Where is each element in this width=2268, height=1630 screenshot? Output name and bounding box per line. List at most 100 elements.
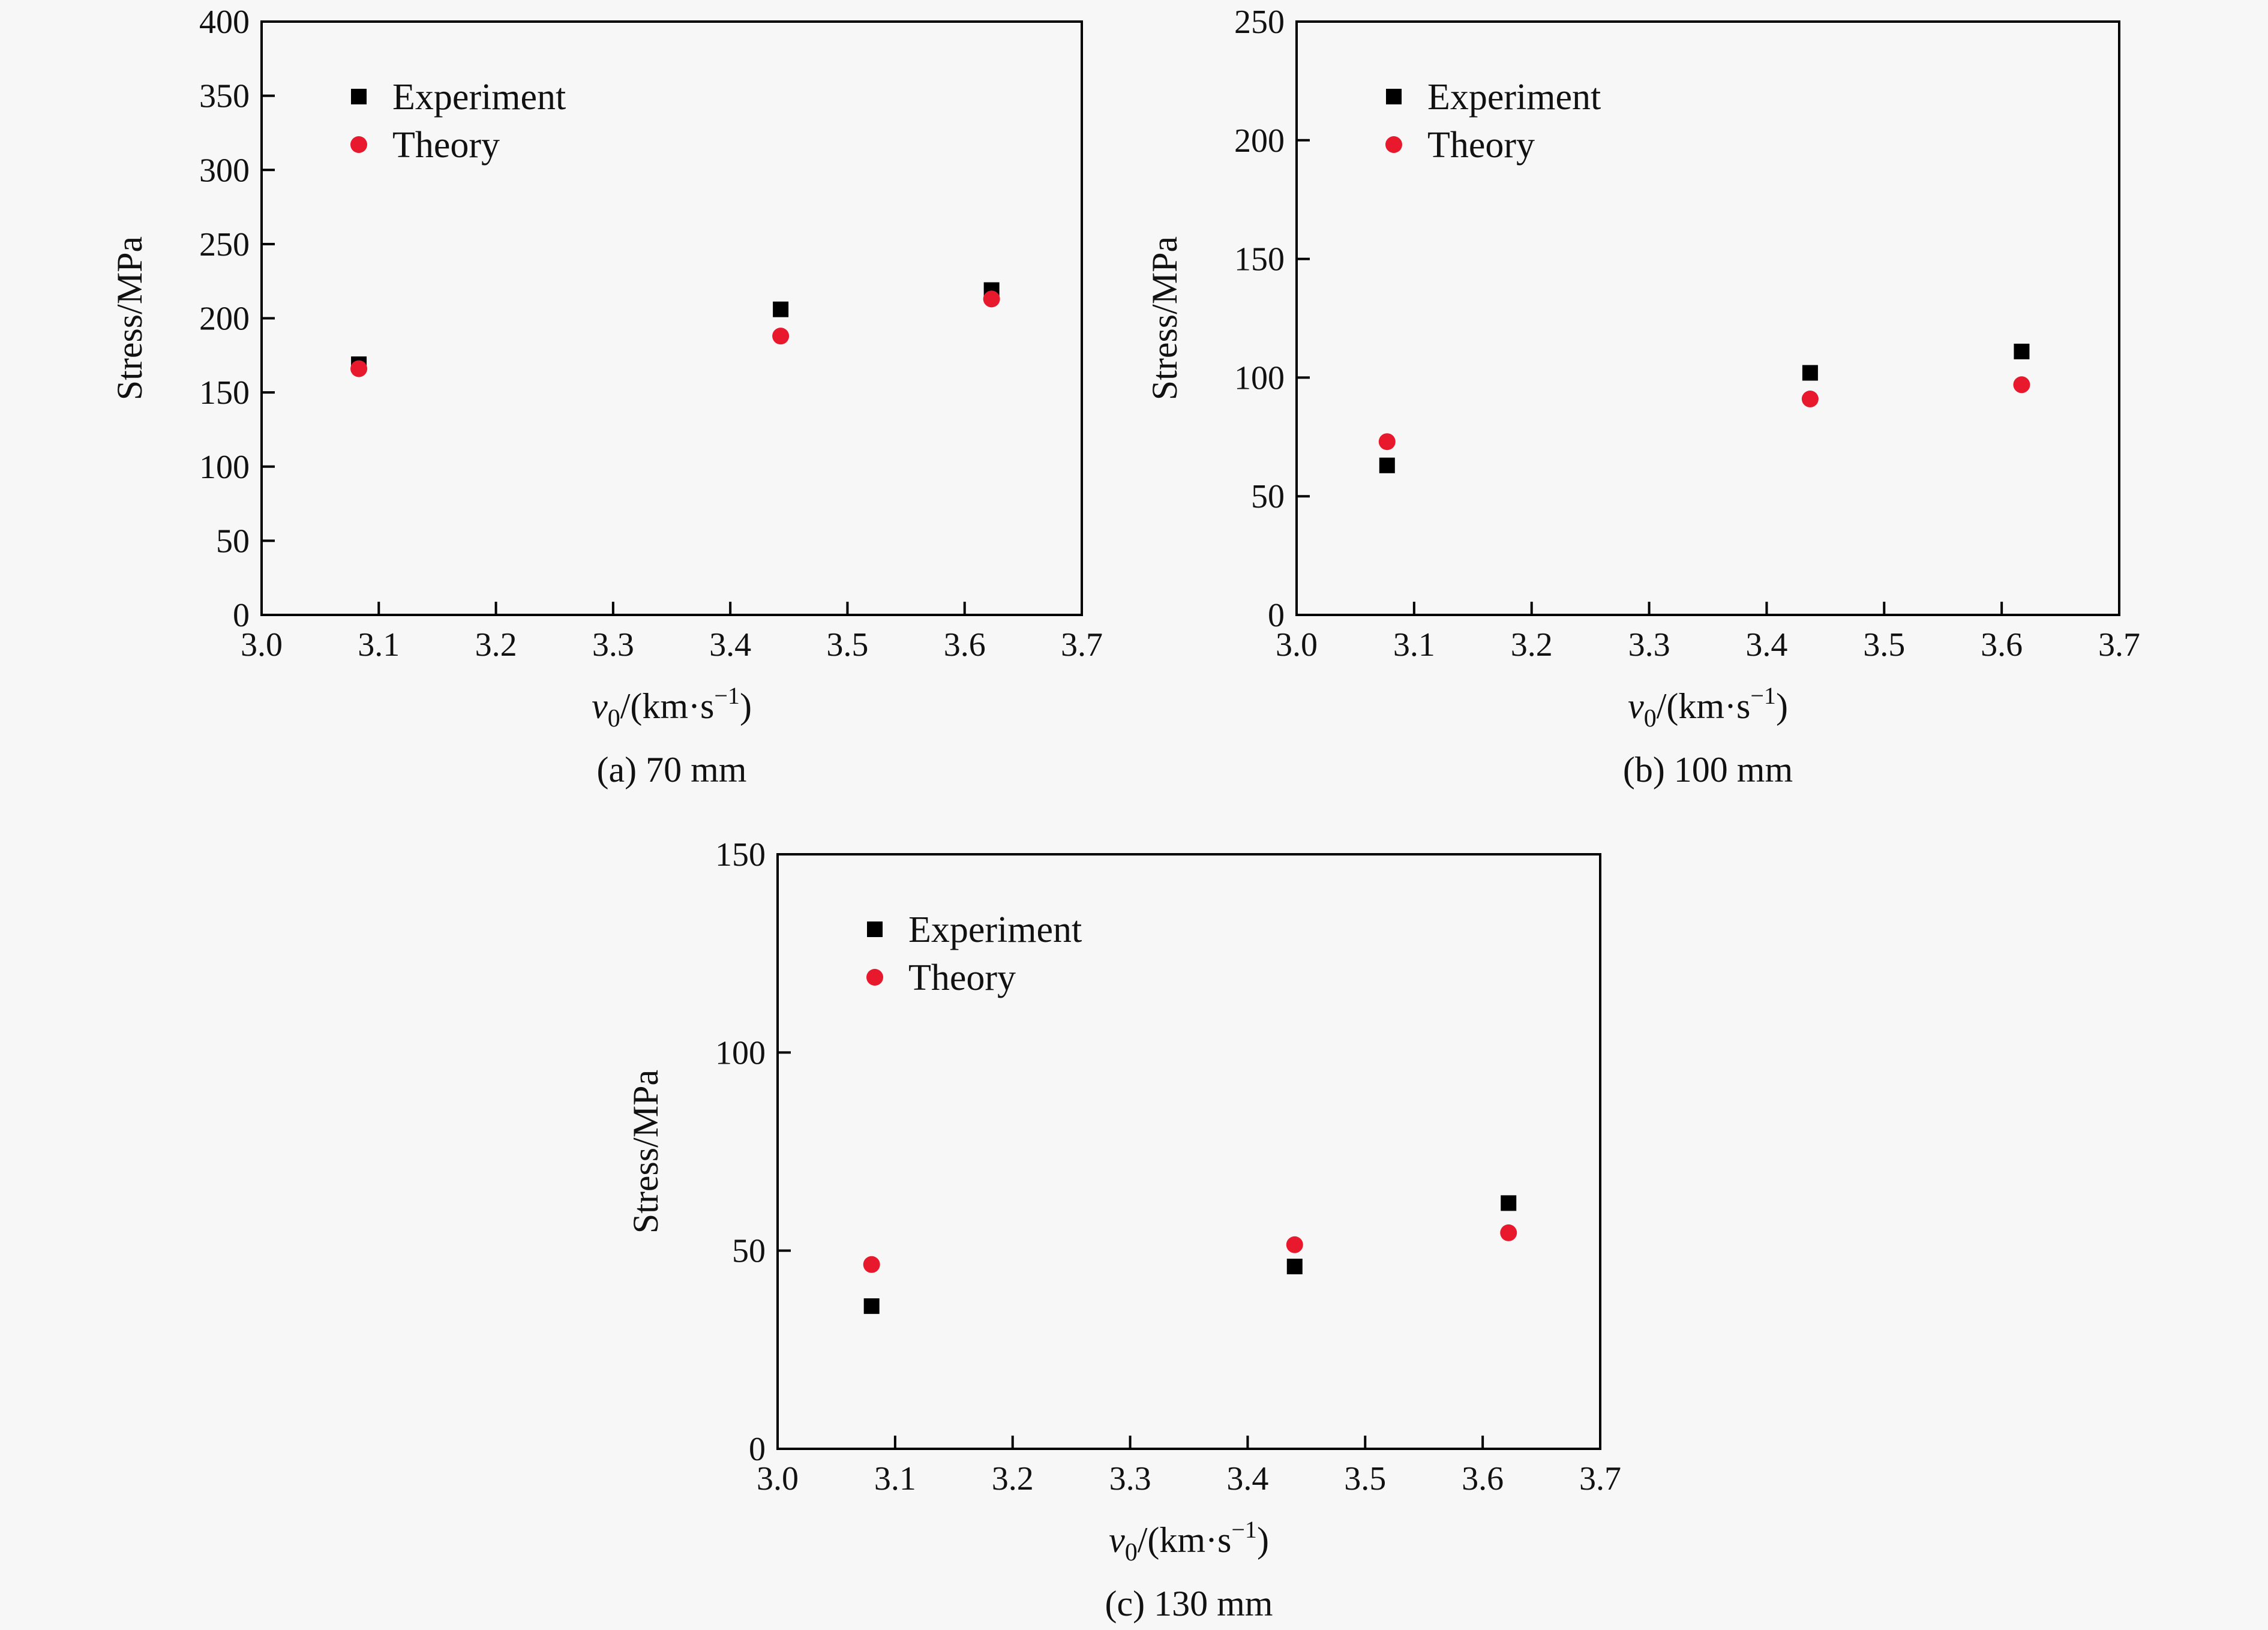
data-point-theory: [772, 328, 790, 345]
y-tick-label: 200: [199, 301, 250, 338]
x-tick-label: 3.7: [2098, 626, 2140, 664]
data-point-experiment: [863, 1298, 880, 1314]
y-axis-title: Stress/MPa: [110, 236, 149, 400]
y-tick-label: 150: [1234, 241, 1285, 278]
legend-marker-theory: [350, 136, 367, 153]
y-tick-label: 350: [199, 78, 250, 115]
x-axis-title-unit: /(km·s: [1657, 686, 1751, 726]
x-tick-label: 3.4: [709, 626, 751, 664]
y-tick-label: 200: [1234, 122, 1285, 160]
data-point-experiment: [1802, 365, 1818, 381]
x-tick-label: 3.7: [1061, 626, 1103, 664]
plot-area-frame: [776, 853, 1601, 1450]
x-axis-title-subscript: 0: [1125, 1539, 1138, 1566]
x-axis-title-subscript: 0: [608, 705, 620, 733]
y-tick-label: 50: [1251, 478, 1285, 515]
x-tick-label: 3.5: [826, 626, 868, 664]
x-axis-title: v0/(km·s−1): [1109, 1516, 1269, 1566]
x-axis-title-superscript: −1: [714, 682, 740, 709]
data-point-theory: [983, 290, 1000, 308]
panel-caption: (a) 70 mm: [597, 750, 747, 790]
x-tick-label: 3.1: [1393, 626, 1435, 664]
data-point-experiment: [1501, 1195, 1517, 1211]
x-axis-title-superscript: −1: [1231, 1516, 1257, 1543]
y-tick-label: 50: [216, 523, 250, 560]
data-point-experiment: [2014, 343, 2030, 359]
x-tick-label: 3.2: [475, 626, 517, 664]
x-tick-label: 3.3: [1628, 626, 1670, 664]
x-tick-label: 3.0: [241, 626, 283, 664]
data-point-theory: [1801, 391, 1819, 408]
data-point-theory: [863, 1256, 880, 1273]
legend-label: Experiment: [1427, 77, 1601, 118]
x-tick-label: 3.4: [1745, 626, 1787, 664]
x-tick-label: 3.6: [1981, 626, 2023, 664]
x-tick-label: 3.0: [1276, 626, 1318, 664]
y-tick-label: 150: [199, 374, 250, 412]
y-tick-label: 100: [715, 1034, 766, 1071]
x-axis-title-close: ): [740, 686, 752, 726]
y-axis-title: Stress/MPa: [626, 1070, 665, 1233]
x-axis-title-unit: /(km·s: [620, 686, 715, 726]
x-tick-label: 3.2: [1511, 626, 1553, 664]
legend-label: Theory: [908, 957, 1016, 998]
y-tick-label: 0: [1268, 597, 1285, 634]
y-tick-label: 250: [1234, 4, 1285, 41]
x-tick-label: 3.3: [1109, 1460, 1151, 1497]
data-point-experiment: [773, 301, 789, 317]
x-axis-title: v0/(km·s−1): [1628, 682, 1788, 733]
legend-label: Theory: [1427, 125, 1535, 166]
x-tick-label: 3.3: [592, 626, 634, 664]
y-tick-label: 400: [199, 4, 250, 41]
chart-panel-c: 3.0 3.1 3.2 3.3 3.4 3.5 3.6 3.7 0 50 100 150 Stress/…: [626, 836, 1621, 1623]
x-axis-title-subscript: 0: [1644, 705, 1657, 733]
data-point-theory: [350, 360, 368, 377]
y-tick-label: 250: [199, 226, 250, 263]
y-axis-title: Stress/MPa: [1145, 236, 1184, 400]
x-tick-label: 3.5: [1344, 1460, 1386, 1497]
legend-marker-experiment: [351, 89, 367, 104]
legend-label: Experiment: [908, 909, 1082, 950]
panel-caption: (c) 130 mm: [1105, 1584, 1273, 1623]
y-tick-label: 0: [749, 1431, 766, 1468]
legend-marker-theory: [866, 969, 883, 986]
panel-caption: (b) 100 mm: [1623, 750, 1793, 790]
x-tick-label: 3.7: [1579, 1460, 1621, 1497]
x-tick-label: 3.1: [358, 626, 400, 664]
y-tick-label: 0: [233, 597, 250, 634]
x-axis-title-close: ): [1776, 686, 1788, 726]
x-axis-title: v0/(km·s−1): [592, 682, 752, 733]
x-tick-label: 3.1: [874, 1460, 916, 1497]
legend-label: Theory: [392, 125, 500, 166]
x-axis-title-close: ): [1257, 1520, 1269, 1560]
data-point-theory: [2013, 376, 2030, 394]
x-axis-title-symbol: v: [592, 686, 608, 726]
x-tick-label: 3.6: [944, 626, 986, 664]
x-tick-label: 3.4: [1226, 1460, 1268, 1497]
y-tick-label: 100: [199, 449, 250, 486]
x-axis-title-unit: /(km·s: [1138, 1520, 1232, 1560]
y-tick-label: 50: [732, 1233, 766, 1270]
data-point-experiment: [1379, 457, 1395, 473]
data-point-theory: [1286, 1236, 1303, 1253]
plot-area-frame: [1295, 20, 2120, 616]
legend-label: Experiment: [392, 77, 566, 118]
y-tick-label: 300: [199, 152, 250, 189]
legend-marker-theory: [1385, 136, 1402, 153]
x-tick-label: 3.6: [1462, 1460, 1504, 1497]
y-tick-label: 100: [1234, 359, 1285, 397]
y-tick-label: 150: [715, 836, 766, 873]
x-axis-title-symbol: v: [1109, 1520, 1125, 1560]
data-point-theory: [1378, 433, 1396, 451]
chart-panel-b: 3.0 3.1 3.2 3.3 3.4 3.5 3.6 3.7 0 50 100 150 200 250 S…: [1145, 4, 2140, 790]
legend-marker-experiment: [867, 921, 883, 937]
x-axis-title-superscript: −1: [1750, 682, 1776, 709]
x-tick-label: 3.2: [992, 1460, 1034, 1497]
x-tick-label: 3.0: [757, 1460, 799, 1497]
legend-marker-experiment: [1386, 89, 1402, 104]
chart-panel-a: 3.0 3.1 3.2 3.3 3.4 3.5 3.6 3.7 0 50 100 150 200 250 3…: [110, 4, 1103, 790]
data-point-experiment: [1286, 1259, 1303, 1275]
x-axis-title-symbol: v: [1628, 686, 1644, 726]
